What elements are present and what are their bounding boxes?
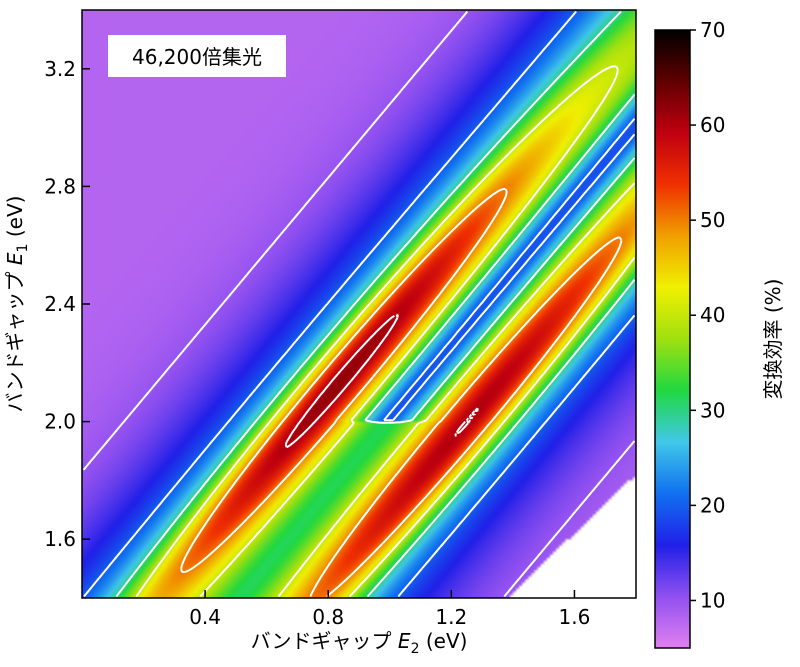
colorbar: 10 20 30 40 50 60 70 変換効率 (%) [654, 18, 785, 649]
x-tick-label: 0.4 [189, 605, 221, 629]
colorbar-tick-label: 70 [700, 18, 725, 42]
contour-line [83, 11, 636, 598]
colorbar-scale [654, 29, 691, 649]
concentration-annotation: 46,200倍集光 [108, 35, 286, 77]
colorbar-ticks: 10 20 30 40 50 60 70 [690, 18, 725, 612]
y-tick-label: 2.0 [44, 410, 76, 434]
contour-line [115, 10, 636, 598]
y-axis-label-sub: 1 [15, 244, 31, 253]
colorbar-tick-label: 10 [700, 588, 725, 612]
x-axis: 0.4 0.8 1.2 1.6 [189, 590, 590, 629]
colorbar-tick-label: 50 [700, 208, 725, 232]
x-axis-label-unit: (eV) [419, 629, 467, 653]
contour-line [284, 313, 479, 449]
colorbar-tick-label: 40 [700, 303, 725, 327]
y-axis-label: バンドギャップ E1 (eV) [3, 196, 31, 413]
colorbar-tick-label: 20 [700, 493, 725, 517]
contour-lines [82, 10, 636, 598]
x-axis-label-var: E [398, 629, 411, 653]
y-tick-label: 2.8 [44, 174, 76, 198]
contour-line [135, 65, 636, 598]
y-tick-label: 3.2 [44, 57, 76, 81]
heatmap-plot-area [81, 9, 637, 599]
colorbar-label: 変換効率 (%) [761, 279, 785, 400]
x-tick-label: 1.6 [559, 605, 591, 629]
colorbar-tick-label: 30 [700, 398, 725, 422]
x-axis-label: バンドギャップ E2 (eV) [251, 629, 468, 657]
x-tick-label: 1.2 [435, 605, 467, 629]
x-axis-label-sub: 2 [411, 641, 420, 657]
contour-line [180, 187, 623, 598]
y-axis-label-var: E [3, 252, 27, 265]
annotation-text: 46,200倍集光 [132, 45, 262, 69]
efficiency-heatmap [82, 10, 636, 598]
colorbar-tick-label: 60 [700, 113, 725, 137]
x-tick-label: 0.8 [312, 605, 344, 629]
y-axis-label-unit: (eV) [3, 196, 27, 244]
y-axis: 1.6 2.0 2.4 2.8 3.2 [44, 57, 90, 551]
y-tick-label: 2.4 [44, 292, 76, 316]
contour-line [82, 10, 636, 598]
x-axis-label-prefix: バンドギャップ [251, 629, 398, 653]
annotation-box [108, 35, 286, 77]
y-tick-label: 1.6 [44, 527, 76, 551]
y-axis-label-prefix: バンドギャップ [3, 265, 27, 412]
